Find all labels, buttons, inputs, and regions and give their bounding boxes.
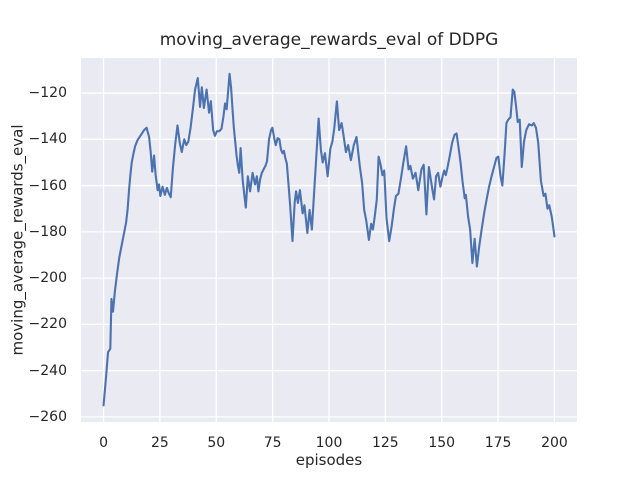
x-tick-label: 150 (428, 435, 456, 451)
x-tick-label: 100 (315, 435, 343, 451)
y-tick-label: −260 (28, 408, 67, 425)
y-tick-label: −140 (28, 131, 67, 148)
x-tick-label: 175 (484, 435, 512, 451)
series-line (102, 72, 556, 407)
x-tick-label: 200 (541, 435, 568, 451)
y-tick-label: −240 (28, 362, 67, 379)
x-axis-label: episodes (295, 451, 363, 469)
y-tick-label: −120 (28, 85, 67, 102)
x-tick-label: 50 (207, 435, 226, 451)
x-tick-label: 0 (99, 435, 108, 451)
y-tick-label: −200 (28, 270, 67, 287)
x-tick-label: 125 (371, 435, 399, 451)
x-tick-label: 75 (263, 435, 282, 451)
chart-title: moving_average_rewards_eval of DDPG (159, 30, 499, 50)
y-tick-label: −220 (28, 316, 67, 333)
y-tick-label: −160 (28, 177, 67, 194)
x-tick-label: 25 (150, 435, 169, 451)
y-tick-label: −180 (28, 223, 67, 240)
